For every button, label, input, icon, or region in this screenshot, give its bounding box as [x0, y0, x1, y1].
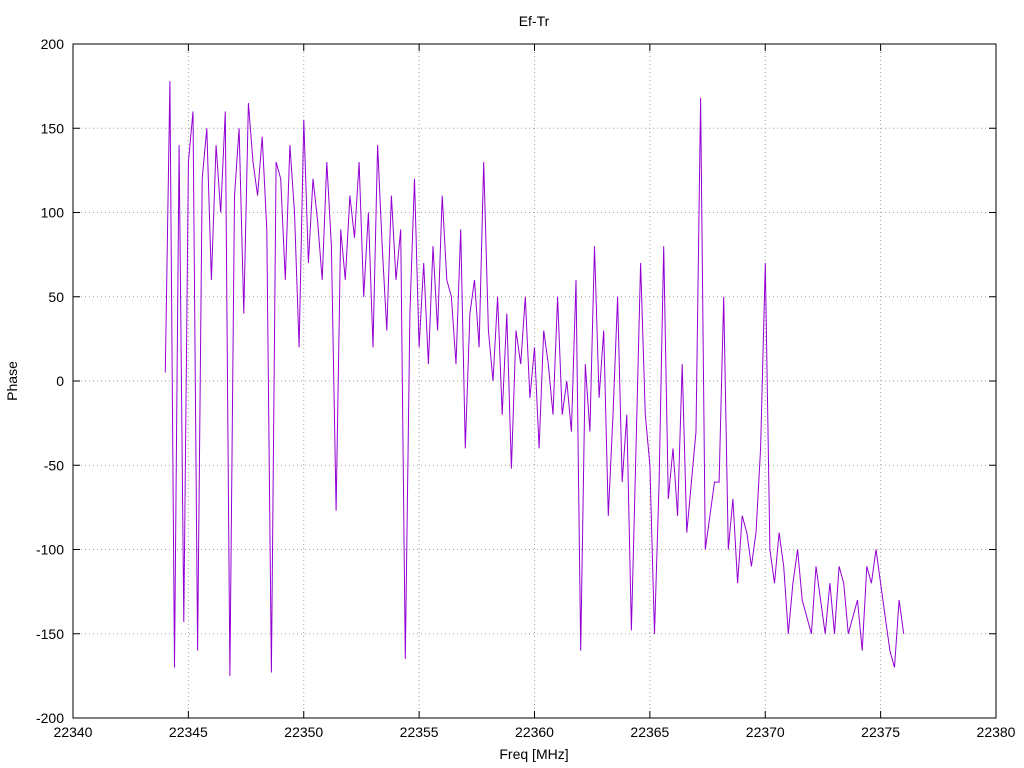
y-tick-label: -200 [36, 710, 64, 726]
x-tick-label: 22360 [515, 724, 554, 740]
x-tick-label: 22370 [746, 724, 785, 740]
phase-series-line [164, 81, 905, 676]
x-tick-label: 22345 [169, 724, 208, 740]
y-tick-label: 150 [41, 120, 65, 136]
x-tick-label: 22355 [400, 724, 439, 740]
x-tick-label: 22340 [54, 724, 93, 740]
x-axis-label: Freq [MHz] [499, 746, 568, 762]
x-tick-label: 22350 [284, 724, 323, 740]
series-layer [164, 81, 905, 676]
chart-title: Ef-Tr [519, 13, 550, 29]
x-tick-label: 22365 [630, 724, 669, 740]
grid-lines [73, 44, 996, 718]
y-tick-label: 100 [41, 205, 65, 221]
x-tick-label: 22375 [861, 724, 900, 740]
y-tick-label: 50 [48, 289, 64, 305]
y-tick-label: 200 [41, 36, 65, 52]
y-tick-label: -100 [36, 542, 64, 558]
y-axis-label: Phase [4, 361, 20, 401]
tick-labels: 22340 22345 22350 22355 22360 22365 22370 22375… [36, 36, 1016, 740]
x-tick-label: 22380 [977, 724, 1016, 740]
y-tick-label: -50 [44, 457, 64, 473]
y-tick-label: -150 [36, 626, 64, 642]
tick-marks [72, 43, 997, 719]
y-tick-label: 0 [56, 373, 64, 389]
